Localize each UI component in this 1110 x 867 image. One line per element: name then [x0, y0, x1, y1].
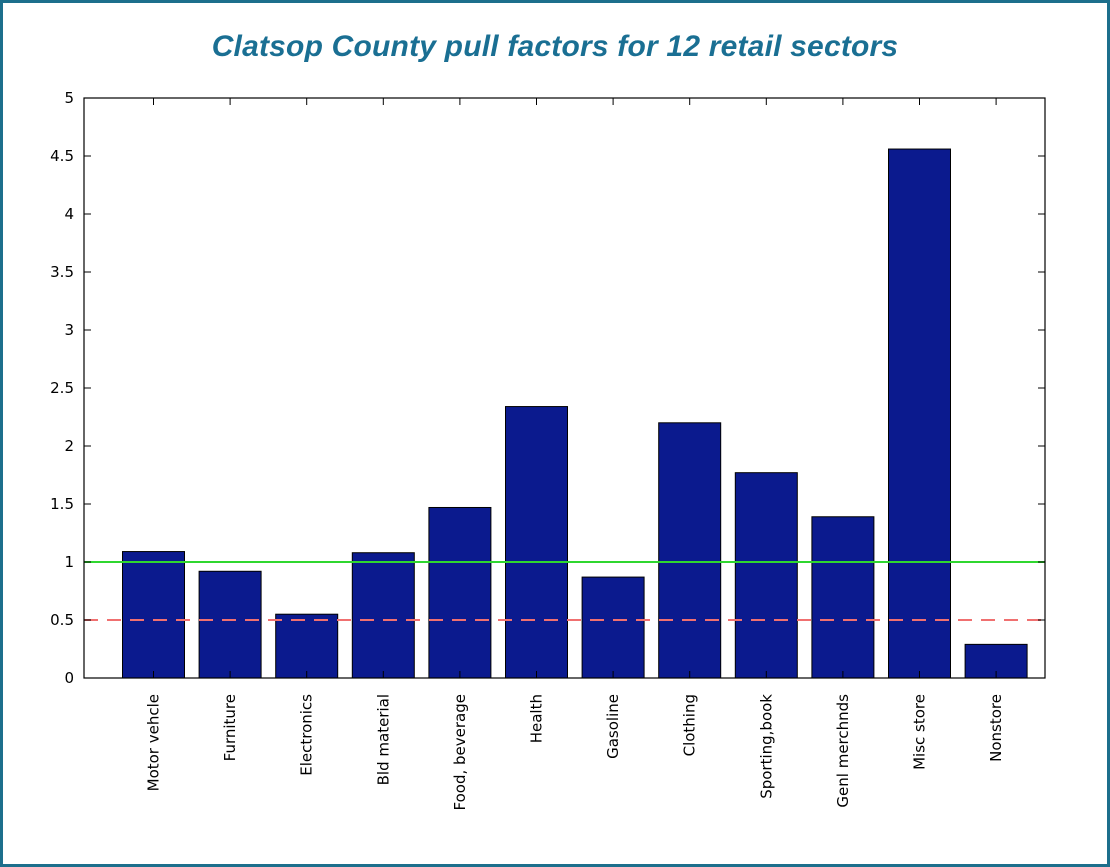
bar-6: [581, 576, 645, 679]
bar-10: [888, 148, 951, 679]
y-tick-label-6: 3: [64, 321, 74, 339]
y-tick-label-4: 2: [64, 437, 74, 455]
labels-layer: 0 0.5 1 1.5 2 2.5 3 3.5 4 4.5 5 Motor vehcle Furnitu…: [50, 89, 1005, 810]
bar-3: [351, 552, 415, 679]
bar-9: [811, 516, 875, 679]
bar-5: [505, 406, 568, 679]
x-tick-label-6: Gasoline: [604, 694, 622, 759]
x-tick-label-0: Motor vehcle: [145, 694, 163, 791]
x-tick-label-4: Food, beverage: [451, 694, 469, 810]
reference-lines-layer: [84, 561, 1045, 621]
x-tick-label-9: Genl merchnds: [834, 694, 852, 808]
chart-title: Clatsop County pull factors for 12 retai…: [211, 30, 899, 63]
bar-2: [275, 613, 339, 679]
y-tick-label-0: 0: [64, 669, 74, 687]
x-tick-label-10: Misc store: [911, 694, 929, 770]
x-tick-label-7: Clothing: [681, 694, 699, 756]
x-tick-label-11: Nonstore: [987, 694, 1005, 762]
y-tick-label-5: 2.5: [50, 379, 74, 397]
y-tick-label-8: 4: [64, 205, 74, 223]
y-tick-label-2: 1: [64, 553, 74, 571]
x-tick-label-5: Health: [528, 694, 546, 743]
axes-layer: [83, 97, 1046, 679]
bar-7: [658, 422, 722, 679]
x-tick-label-1: Furniture: [221, 694, 239, 761]
x-tick-label-2: Electronics: [298, 694, 316, 776]
y-tick-label-9: 4.5: [50, 147, 74, 165]
y-tick-label-10: 5: [64, 89, 74, 107]
y-tick-label-3: 1.5: [50, 495, 74, 513]
bar-4: [428, 506, 492, 679]
x-tick-label-3: Bld material: [374, 694, 392, 785]
bar-8: [734, 472, 798, 679]
bar-1: [198, 570, 262, 679]
y-tick-label-1: 0.5: [50, 611, 74, 629]
bar-0: [122, 551, 185, 679]
y-tick-label-7: 3.5: [50, 263, 74, 281]
x-tick-label-8: Sporting,book: [757, 694, 775, 799]
bars-layer: [122, 148, 1028, 679]
